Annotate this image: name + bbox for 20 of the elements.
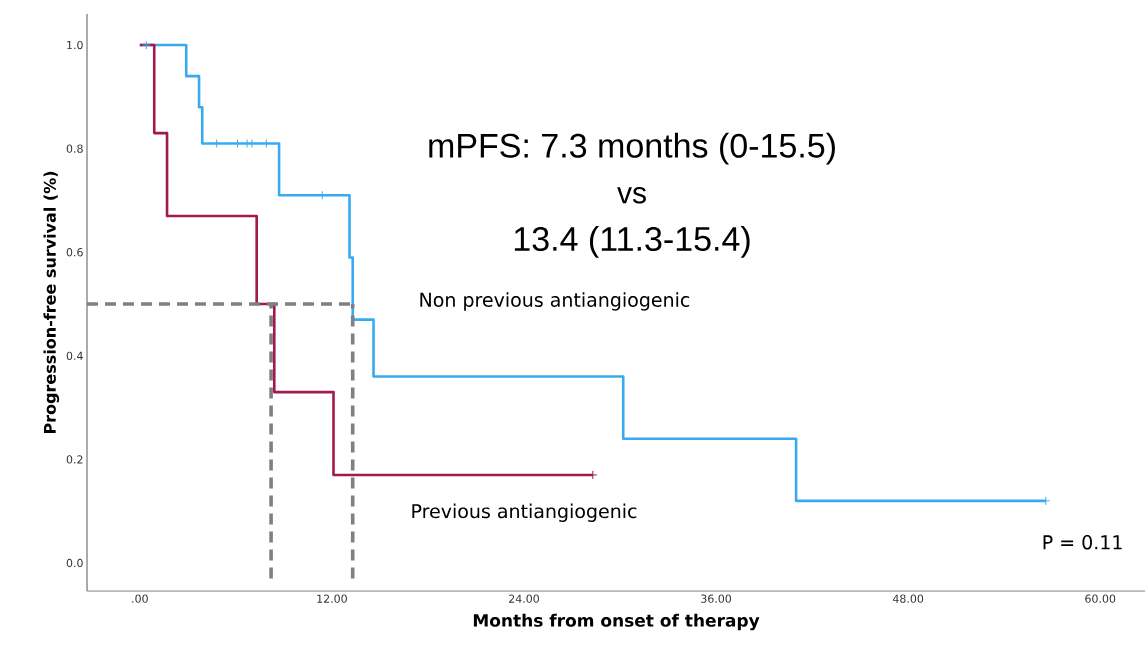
text: Non previous antiangiogenic xyxy=(420,292,690,311)
x-tick-label: .00 xyxy=(132,594,148,603)
annotation: 13.4 (11.3-15.4) xyxy=(514,226,750,258)
x-tick-label: 60.00 xyxy=(1085,594,1116,603)
y-tick-label: 0.2 xyxy=(66,455,83,464)
y-tick-label: 1.0 xyxy=(67,40,83,50)
y-tick-label: 0.4 xyxy=(66,351,83,360)
x-axis-title: Months from onset of therapy xyxy=(473,613,760,631)
x-tick-label: 12.00 xyxy=(317,594,347,603)
y-tick-label: 0.8 xyxy=(66,144,83,153)
x-tick-label: 48.00 xyxy=(892,594,924,603)
x-tick-label: 36.00 xyxy=(701,594,732,603)
annotation: P = 0.11 xyxy=(1043,535,1122,550)
y-axis-title: Progression-free survival (%) xyxy=(43,171,60,434)
x-tick-label: 24.00 xyxy=(509,594,539,603)
y-tick-label: 0.6 xyxy=(66,248,83,257)
y-tick-label: 0.0 xyxy=(66,558,83,568)
annotation: mPFS: 7.3 months (0-15.5) xyxy=(429,132,835,165)
series-label: Previous antiangiogenic xyxy=(412,503,637,522)
annotation: vs xyxy=(617,187,646,204)
